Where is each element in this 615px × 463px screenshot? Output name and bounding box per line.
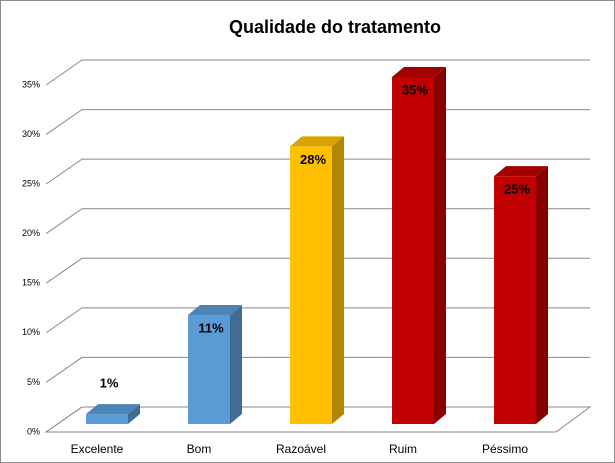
x-tick-label: Razoável <box>276 442 326 456</box>
value-label: 25% <box>504 182 530 197</box>
y-tick-label: 10% <box>22 327 40 337</box>
value-label: 35% <box>402 82 428 97</box>
value-label: 11% <box>198 320 224 335</box>
bar-side <box>536 166 548 424</box>
bar <box>494 176 536 424</box>
y-tick-label: 25% <box>22 179 40 189</box>
y-tick-label: 15% <box>22 278 40 288</box>
bar-side <box>332 136 344 424</box>
value-label: 28% <box>300 152 326 167</box>
bar-side <box>128 404 140 424</box>
bar <box>392 77 434 424</box>
x-tick-label: Péssimo <box>482 442 528 456</box>
y-tick-label: 30% <box>22 129 40 139</box>
chart-title: Qualidade do tratamento <box>229 17 441 37</box>
bar-side <box>230 304 242 424</box>
y-tick-label: 35% <box>22 79 40 89</box>
bar-top <box>86 404 140 415</box>
y-tick-label: 5% <box>27 377 40 387</box>
bar-side <box>434 67 446 424</box>
bar <box>86 414 128 424</box>
grid-line <box>45 59 590 86</box>
bar-top <box>494 166 548 177</box>
y-tick-label: 20% <box>22 228 40 238</box>
y-tick-label: 0% <box>27 426 40 436</box>
bar-top <box>392 67 446 77</box>
bar-top <box>290 136 344 147</box>
bar-top <box>188 304 242 315</box>
bar <box>188 314 230 424</box>
value-label: 1% <box>100 376 119 391</box>
x-tick-label: Ruim <box>389 442 417 456</box>
bar <box>290 146 332 424</box>
x-tick-label: Excelente <box>71 442 124 456</box>
x-tick-label: Bom <box>187 442 212 456</box>
